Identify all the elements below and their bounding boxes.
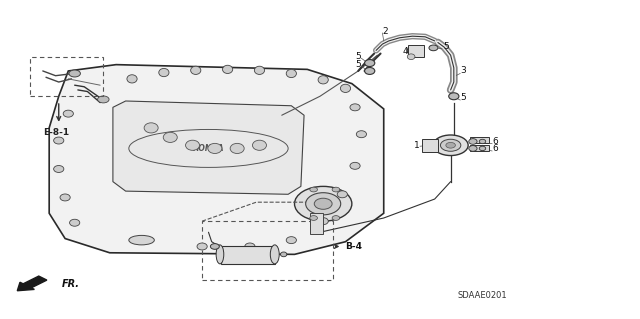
Ellipse shape	[216, 245, 224, 264]
Ellipse shape	[245, 243, 255, 250]
Ellipse shape	[70, 219, 80, 226]
Bar	[470, 137, 489, 143]
Ellipse shape	[144, 123, 158, 133]
Ellipse shape	[310, 187, 317, 192]
Ellipse shape	[163, 132, 177, 142]
Ellipse shape	[433, 135, 468, 156]
Ellipse shape	[468, 145, 477, 151]
FancyArrow shape	[17, 276, 47, 291]
Ellipse shape	[191, 66, 201, 74]
Ellipse shape	[230, 143, 244, 153]
Ellipse shape	[280, 252, 287, 257]
Text: HONDA: HONDA	[193, 144, 224, 153]
Text: 5: 5	[460, 93, 466, 102]
Ellipse shape	[294, 186, 352, 221]
Ellipse shape	[479, 146, 486, 151]
Ellipse shape	[197, 243, 207, 250]
Text: 4: 4	[403, 47, 408, 56]
Ellipse shape	[254, 66, 264, 74]
Ellipse shape	[314, 198, 332, 209]
Ellipse shape	[429, 45, 438, 51]
Ellipse shape	[449, 93, 459, 100]
Ellipse shape	[407, 47, 415, 54]
Ellipse shape	[365, 60, 375, 67]
Ellipse shape	[223, 65, 233, 73]
Bar	[202, 221, 333, 280]
Ellipse shape	[60, 194, 70, 201]
Ellipse shape	[63, 110, 74, 117]
Text: 5: 5	[444, 42, 449, 51]
Ellipse shape	[211, 244, 220, 249]
Bar	[30, 57, 103, 96]
Ellipse shape	[332, 187, 340, 192]
Text: 5: 5	[355, 52, 361, 61]
Ellipse shape	[340, 84, 351, 93]
Ellipse shape	[127, 75, 137, 83]
Ellipse shape	[350, 162, 360, 169]
Ellipse shape	[54, 166, 64, 173]
Ellipse shape	[318, 218, 328, 225]
Text: SDAAE0201: SDAAE0201	[458, 291, 508, 300]
Ellipse shape	[159, 69, 169, 77]
Text: 3: 3	[460, 66, 466, 76]
Text: 6: 6	[492, 137, 498, 146]
Text: 5: 5	[355, 60, 361, 69]
Ellipse shape	[208, 143, 222, 153]
Ellipse shape	[129, 130, 288, 167]
Text: 1: 1	[414, 141, 420, 150]
Bar	[310, 213, 323, 234]
Ellipse shape	[270, 245, 279, 264]
Ellipse shape	[286, 69, 296, 78]
Ellipse shape	[440, 139, 461, 151]
Polygon shape	[49, 65, 384, 254]
Ellipse shape	[69, 70, 81, 77]
Ellipse shape	[446, 142, 456, 148]
Ellipse shape	[318, 76, 328, 84]
Text: FR.: FR.	[62, 279, 80, 289]
Bar	[422, 139, 438, 152]
Ellipse shape	[186, 140, 200, 150]
Ellipse shape	[310, 216, 317, 220]
Ellipse shape	[286, 237, 296, 244]
Text: E-8-1: E-8-1	[43, 128, 69, 137]
Ellipse shape	[332, 216, 340, 220]
Polygon shape	[113, 101, 304, 194]
Ellipse shape	[337, 191, 348, 198]
Text: 6: 6	[492, 144, 498, 153]
Ellipse shape	[356, 131, 367, 138]
Text: B-4: B-4	[346, 242, 362, 251]
Ellipse shape	[468, 139, 477, 144]
Bar	[408, 45, 424, 57]
Ellipse shape	[252, 140, 266, 150]
Ellipse shape	[365, 68, 375, 74]
Text: 2: 2	[383, 27, 388, 36]
Ellipse shape	[54, 137, 64, 144]
Bar	[221, 247, 275, 264]
Ellipse shape	[306, 193, 340, 215]
Ellipse shape	[129, 235, 154, 245]
Bar	[470, 145, 489, 151]
Ellipse shape	[479, 139, 486, 144]
Ellipse shape	[407, 54, 415, 60]
Ellipse shape	[98, 96, 109, 103]
Ellipse shape	[350, 104, 360, 111]
